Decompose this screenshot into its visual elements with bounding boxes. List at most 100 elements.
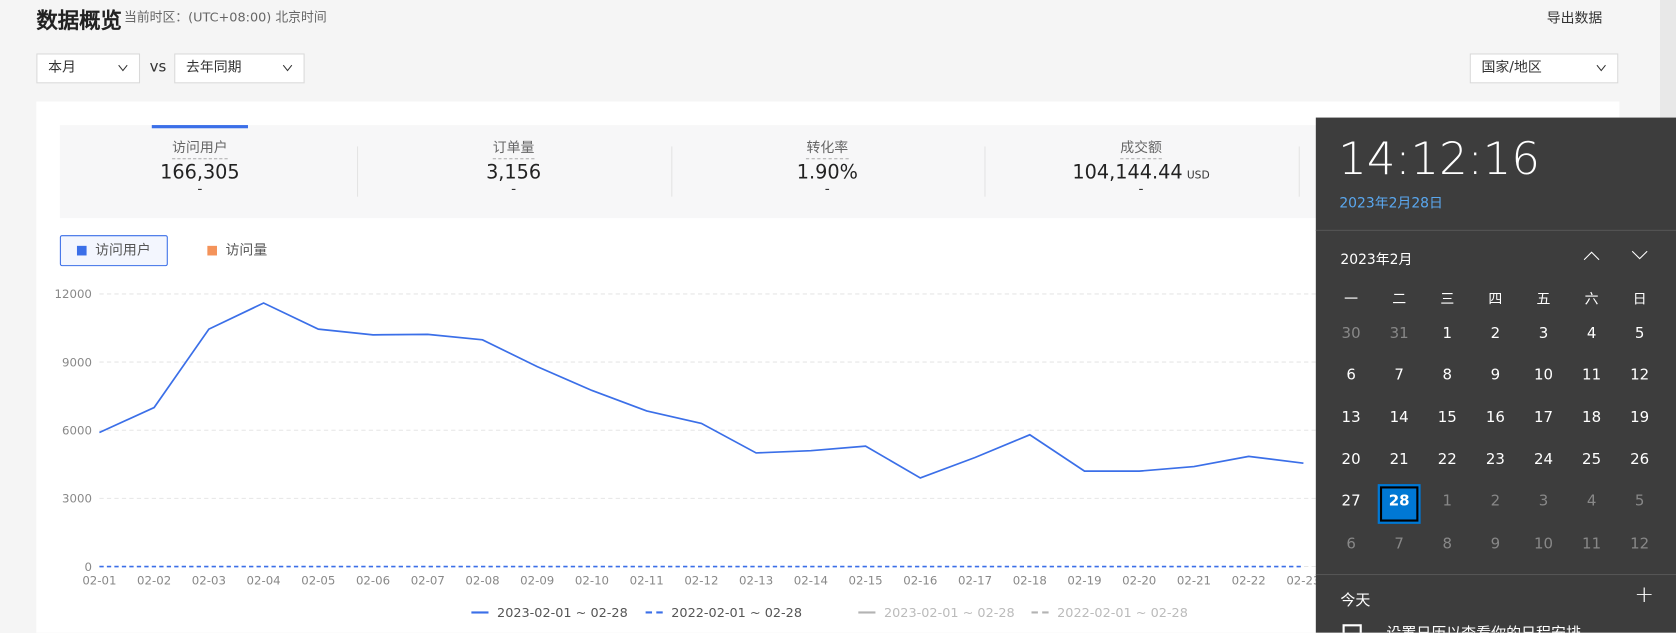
kpi-value-row: 1.90% [720, 161, 934, 183]
kpi-divider [357, 146, 359, 197]
day[interactable]: 7 [1394, 534, 1404, 553]
calendar-icon [1342, 624, 1362, 633]
day[interactable]: 24 [1533, 450, 1554, 469]
export-button[interactable]: 导出数据 [1546, 10, 1603, 27]
x-tick-label: 02-01 [82, 574, 116, 588]
kpi-card: 转化率 1.90% - [720, 136, 934, 197]
x-tick-label: 02-21 [1177, 574, 1211, 588]
selected-day-box [1377, 484, 1421, 524]
day[interactable]: 4 [1586, 324, 1597, 343]
day[interactable]: 13 [1341, 408, 1361, 427]
select-text: 国家/地区 [1481, 59, 1542, 76]
kpi-divider [1298, 146, 1300, 197]
x-tick-label: 02-05 [301, 574, 335, 588]
tab-label: 访问量 [225, 242, 268, 259]
day[interactable]: 3 [1538, 492, 1549, 511]
day[interactable]: 10 [1533, 534, 1554, 553]
metric-tab[interactable]: 访问用户 [59, 235, 168, 267]
day[interactable]: 5 [1634, 324, 1645, 343]
day[interactable]: 8 [1442, 534, 1453, 553]
day[interactable]: 1 [1442, 492, 1453, 511]
compare-select[interactable]: 去年同期 [174, 53, 305, 84]
x-tick-label: 02-18 [1013, 574, 1047, 588]
day[interactable]: 19 [1630, 408, 1650, 427]
legend-item[interactable]: 2023-02-01 ~ 02-28 [471, 604, 628, 620]
x-tick-label: 02-23 [1286, 574, 1320, 588]
prev-month[interactable] [1583, 250, 1600, 261]
day[interactable]: 9 [1490, 534, 1501, 553]
calendar-flyout: 14:12:16 2023年2月28日 2023年2月 一二三四五六日 30 31 1… [1315, 117, 1676, 633]
day[interactable]: 30 [1341, 324, 1361, 343]
day[interactable]: 11 [1582, 534, 1602, 553]
day[interactable]: 17 [1533, 408, 1554, 427]
day[interactable]: 23 [1485, 450, 1505, 469]
legend-swatch [858, 611, 876, 614]
day[interactable]: 26 [1630, 450, 1650, 469]
day[interactable]: 6 [1346, 534, 1356, 553]
x-tick-label: 02-10 [575, 574, 609, 588]
legend-label: 2023-02-01 ~ 02-28 [497, 604, 628, 620]
day[interactable]: 22 [1437, 450, 1457, 469]
day[interactable]: 20 [1341, 450, 1361, 469]
kpi-value-row: 104,144.44 USD [1034, 161, 1248, 183]
legend-swatch [645, 611, 663, 614]
x-tick-label: 02-14 [794, 574, 828, 588]
day[interactable]: 21 [1389, 450, 1409, 469]
month-label[interactable]: 2023年2月 [1340, 252, 1413, 269]
x-tick-label: 02-03 [192, 574, 226, 588]
chevron [1596, 64, 1606, 72]
day[interactable]: 18 [1582, 408, 1602, 427]
next-month[interactable] [1631, 250, 1648, 261]
day[interactable]: 12 [1630, 534, 1650, 553]
weekday: 六 [1584, 291, 1599, 308]
day[interactable]: 2 [1490, 324, 1501, 343]
metric-tab[interactable]: 访问量 [190, 235, 298, 266]
day[interactable]: 1 [1442, 324, 1453, 343]
day[interactable]: 12 [1630, 366, 1650, 385]
x-tick-label: 02-06 [356, 574, 390, 588]
kpi-divider [984, 146, 986, 197]
day[interactable]: 8 [1442, 366, 1453, 385]
date-link[interactable]: 2023年2月28日 [1339, 195, 1443, 212]
day[interactable]: 11 [1582, 366, 1602, 385]
clock: 14:12:16 [1338, 132, 1540, 185]
region-select[interactable]: 国家/地区 [1469, 53, 1619, 84]
day[interactable]: 3 [1538, 324, 1549, 343]
x-tick-label: 02-22 [1232, 574, 1266, 588]
kpi-strip [59, 125, 1343, 219]
day[interactable]: 9 [1490, 366, 1501, 385]
legend-item[interactable]: 2023-02-01 ~ 02-28 [858, 605, 1015, 620]
y-tick-label: 9000 [62, 355, 92, 369]
legend-item[interactable]: 2022-02-01 ~ 02-28 [1031, 604, 1188, 620]
day[interactable]: 6 [1346, 366, 1356, 385]
day[interactable]: 5 [1634, 492, 1645, 511]
kpi-label-row: 访问用户 [93, 136, 307, 160]
day[interactable]: 27 [1341, 492, 1361, 511]
day[interactable]: 7 [1394, 366, 1404, 385]
kpi-change: - [511, 181, 517, 198]
day[interactable]: 31 [1389, 324, 1409, 343]
period-select[interactable]: 本月 [36, 53, 141, 84]
day[interactable]: 10 [1533, 366, 1554, 385]
legend-item[interactable]: 2022-02-01 ~ 02-28 [645, 605, 802, 620]
kpi-label: 订单量 [492, 139, 535, 160]
kpi-unit: USD [1186, 169, 1210, 182]
selected-day[interactable]: 28 [1388, 492, 1410, 511]
active-indicator [151, 125, 248, 129]
kpi-label: 成交额 [1120, 139, 1162, 160]
kpi-label: 转化率 [806, 139, 849, 160]
day[interactable]: 25 [1582, 450, 1602, 469]
day[interactable]: 16 [1485, 408, 1505, 427]
day[interactable]: 14 [1389, 408, 1409, 427]
add-event[interactable]: + [1634, 581, 1655, 609]
chevron [118, 64, 128, 72]
weekday: 日 [1632, 291, 1647, 308]
x-tick-label: 02-04 [247, 574, 281, 588]
tab-swatch [76, 245, 87, 256]
kpi-change: - [197, 181, 203, 198]
legend-label: 2022-02-01 ~ 02-28 [1057, 604, 1188, 620]
day[interactable]: 4 [1586, 492, 1597, 511]
day[interactable]: 15 [1437, 408, 1457, 427]
y-tick-label: 12000 [55, 287, 92, 301]
day[interactable]: 2 [1490, 492, 1501, 511]
